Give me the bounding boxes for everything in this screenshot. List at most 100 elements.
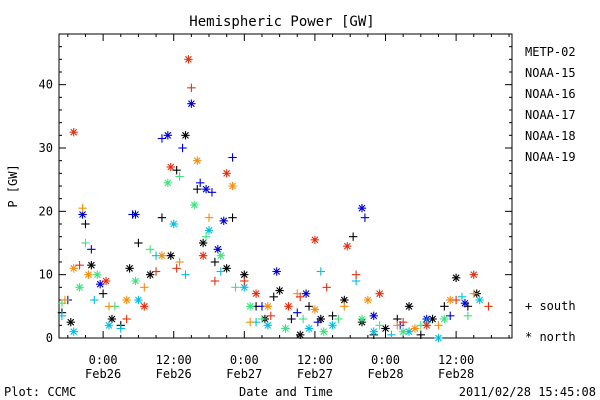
data-point-south: [216, 267, 225, 276]
y-tick-label: 0: [46, 331, 53, 345]
data-point-north: [263, 321, 273, 330]
data-point-south: [360, 213, 370, 222]
x-tick-date-label: Feb26: [156, 367, 192, 381]
data-point-south: [175, 257, 184, 267]
y-axis-label: P [GW]: [6, 164, 20, 207]
legend-entry: NOAA-17: [525, 108, 576, 122]
legend-entry: NOAA-19: [525, 150, 576, 164]
data-point-south: [145, 245, 155, 254]
data-point-north: [131, 210, 140, 219]
data-point-south: [210, 276, 220, 286]
data-point-south: [140, 283, 149, 292]
data-point-north: [451, 273, 461, 283]
data-point-south: [375, 321, 384, 330]
data-point-north: [404, 302, 414, 311]
data-point-north: [469, 270, 478, 279]
data-point-south: [316, 267, 325, 276]
data-point-south: [207, 188, 217, 197]
data-point-north: [272, 267, 281, 276]
x-tick-time-label: 0:00: [89, 353, 118, 367]
x-tick-date-label: Feb27: [226, 367, 262, 381]
x-axis-label: Date and Time: [239, 385, 333, 399]
data-point-north: [222, 264, 231, 273]
series-legend: METP-02 NOAA-15 NOAA-16 NOAA-17 NOAA-18 NOAA-…: [525, 45, 576, 164]
symbol-legend-entry: * north: [525, 330, 576, 344]
data-point-south: [193, 184, 202, 194]
data-point-north: [369, 327, 378, 336]
data-point-north: [357, 203, 367, 213]
data-point-north: [369, 311, 378, 321]
data-point-south: [257, 314, 267, 324]
data-point-south: [348, 232, 358, 241]
legend-entry: NOAA-15: [525, 66, 576, 80]
data-point-south: [157, 134, 167, 143]
data-point-south: [246, 317, 255, 327]
data-point-south: [78, 203, 87, 213]
data-point-north: [375, 289, 384, 298]
data-point-south: [187, 83, 196, 93]
data-point-south: [457, 292, 467, 302]
data-point-north: [125, 264, 134, 273]
data-point-north: [75, 283, 84, 292]
data-point-south: [228, 213, 237, 222]
legend-entry: NOAA-16: [525, 87, 576, 101]
data-point-south: [228, 153, 237, 162]
data-point-north: [281, 324, 290, 333]
data-point-north: [228, 181, 237, 191]
data-point-north: [163, 131, 173, 140]
timestamp: 2011/02/28 15:45:08: [459, 385, 596, 399]
data-point-north: [69, 264, 78, 273]
data-point-south: [287, 314, 296, 324]
data-point-north: [95, 279, 105, 289]
data-point-south: [313, 317, 323, 327]
data-point-south: [116, 324, 125, 333]
data-point-north: [157, 251, 167, 260]
x-tick-date-label: Feb27: [297, 367, 333, 381]
data-point-south: [90, 295, 99, 305]
x-tick-time-label: 12:00: [438, 353, 474, 367]
data-point-south: [87, 245, 96, 254]
data-point-north: [145, 270, 155, 279]
data-point-south: [175, 172, 184, 181]
data-point-south: [178, 143, 187, 153]
x-tick-time-label: 12:00: [156, 353, 192, 367]
legend-entry: METP-02: [525, 45, 576, 59]
data-point-south: [393, 321, 402, 330]
plot-frame: [58, 33, 513, 339]
legend-entry: NOAA-18: [525, 129, 576, 143]
data-point-north: [251, 289, 261, 298]
x-tick-time-label: 12:00: [297, 353, 333, 367]
data-point-north: [84, 270, 93, 279]
data-point-north: [193, 156, 202, 165]
data-point-north: [69, 327, 78, 336]
data-point-north: [93, 270, 102, 279]
data-point-south: [60, 295, 70, 305]
data-point-north: [310, 305, 320, 314]
data-point-north: [343, 241, 352, 251]
data-point-north: [460, 298, 470, 308]
data-points: [57, 55, 493, 343]
x-tick-date-label: Feb28: [438, 367, 474, 381]
data-point-south: [98, 289, 108, 298]
data-point-south: [201, 232, 211, 241]
data-point-south: [151, 267, 161, 276]
data-point-north: [222, 169, 231, 178]
data-point-south: [75, 260, 84, 270]
data-point-north: [410, 324, 420, 333]
data-point-north: [422, 321, 431, 330]
data-point-south: [296, 292, 305, 302]
data-point-south: [266, 311, 275, 321]
data-point-north: [263, 302, 273, 311]
data-point-north: [201, 184, 211, 194]
data-point-north: [440, 314, 449, 324]
data-point-north: [163, 178, 173, 188]
data-point-south: [446, 311, 455, 321]
symbol-legend-entry: + south: [525, 299, 576, 313]
data-point-north: [428, 314, 437, 324]
x-tick-date-label: Feb26: [85, 367, 121, 381]
data-point-north: [363, 295, 373, 305]
data-point-north: [213, 245, 223, 254]
data-point-north: [184, 55, 193, 64]
data-point-south: [298, 314, 308, 324]
y-tick-label: 30: [39, 141, 53, 155]
